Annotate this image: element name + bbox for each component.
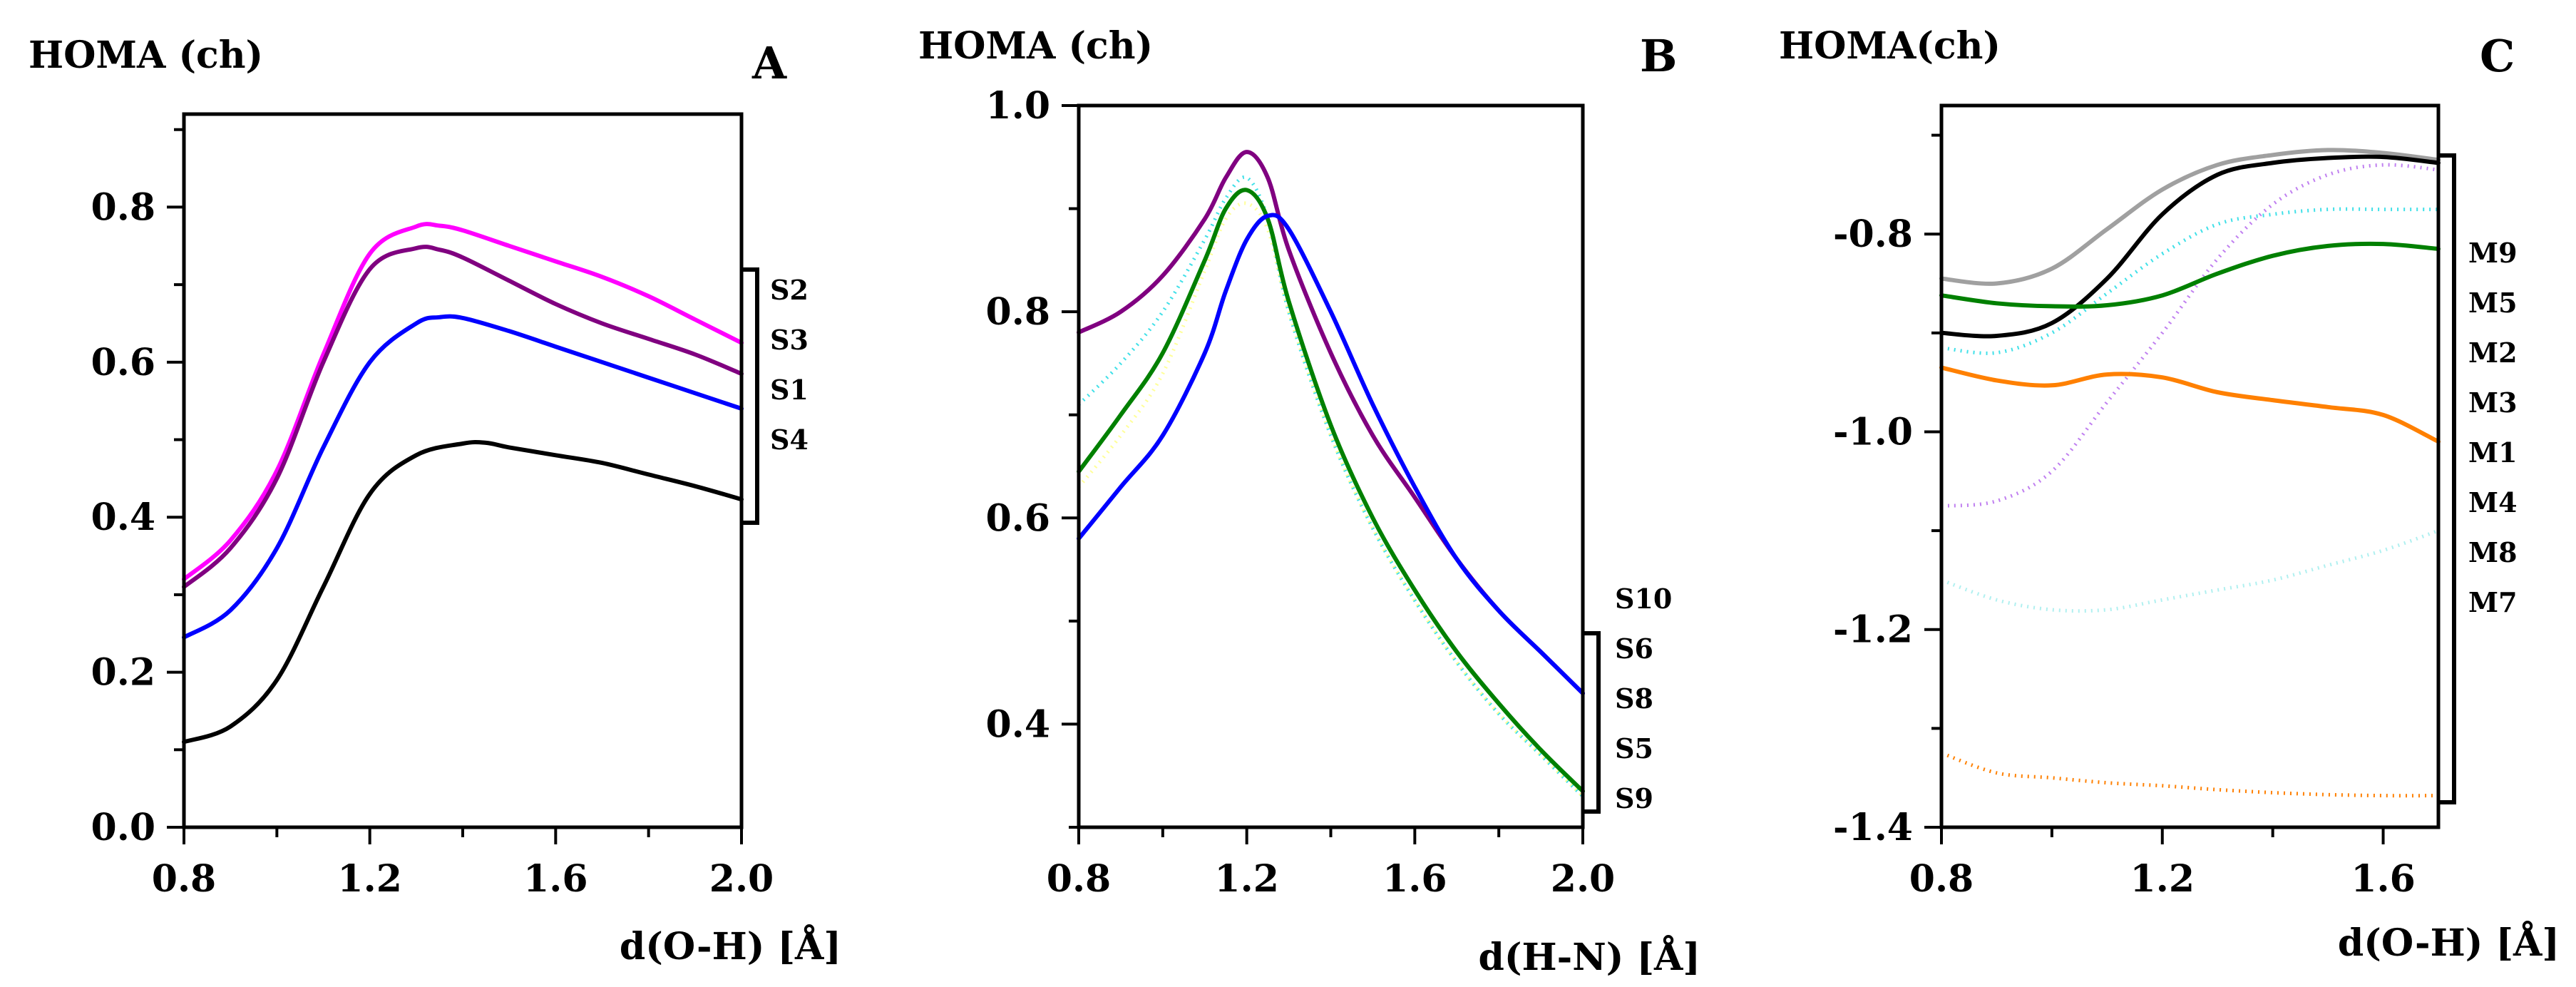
legend-label-s8: S8 — [1615, 682, 1653, 715]
legend-label-m7: M7 — [2468, 586, 2518, 618]
legend-label-m3: M3 — [2468, 387, 2518, 419]
y-tick-label: 0.2 — [91, 651, 155, 695]
x-tick-label: 0.8 — [152, 857, 216, 901]
series-line-m-lightcyan — [1941, 528, 2439, 613]
x-axis-title: d(H-N) [Å] — [1479, 935, 1700, 979]
x-tick-label: 1.6 — [1382, 857, 1447, 901]
y-axis-title: HOMA (ch) — [29, 34, 263, 77]
y-tick-label: -1.4 — [1833, 806, 1913, 849]
legend-label-m8: M8 — [2468, 536, 2518, 568]
legend-label-m9: M9 — [2468, 237, 2518, 269]
plot-frame — [1077, 103, 1585, 829]
series-line-s-green — [1077, 188, 1585, 794]
legend-bracket — [742, 267, 759, 525]
series-line-m-orange — [1939, 365, 2441, 444]
y-tick-label: 0.4 — [986, 702, 1050, 746]
legend-label-s1: S1 — [770, 374, 809, 406]
x-tick-label: 2.0 — [1551, 857, 1615, 901]
series-line-m-green — [1939, 241, 2441, 309]
x-tick-label: 0.8 — [1047, 857, 1111, 901]
x-tick-label: 1.6 — [2351, 857, 2415, 901]
x-tick-label: 0.8 — [1909, 857, 1974, 901]
y-tick-label: 1.0 — [986, 84, 1050, 128]
series-line-s1 — [182, 314, 744, 640]
legend-label-s5: S5 — [1615, 732, 1653, 764]
panel-b: 0.8 1.2 1.6 2.0 0.4 0.6 0.8 1.0 HOMA (ch) d(H-N) … — [918, 24, 1700, 979]
plot-frame — [182, 112, 744, 829]
y-axis-title: HOMA(ch) — [1779, 24, 2001, 68]
legend-label-s10: S10 — [1615, 583, 1672, 615]
series-line-m-gray — [1939, 148, 2441, 286]
legend-label-s6: S6 — [1615, 633, 1653, 665]
legend-label-s4: S4 — [770, 424, 809, 456]
series-line-s-yellow — [1077, 201, 1584, 798]
legend-label-m2: M2 — [2468, 337, 2518, 369]
legend-label-m4: M4 — [2468, 486, 2518, 518]
series-line-s2 — [182, 222, 744, 582]
x-tick-label: 1.6 — [523, 857, 587, 901]
series-line-s-blue — [1077, 213, 1585, 696]
plot-frame — [1939, 103, 2441, 829]
x-axis-title: d(O-H) [Å] — [2338, 921, 2560, 965]
x-tick-label: 1.2 — [1214, 857, 1278, 901]
series-line-m-black — [1939, 154, 2441, 339]
panel-letter: B — [1640, 30, 1677, 82]
legend-label-m5: M5 — [2468, 287, 2518, 319]
panel-letter: A — [751, 37, 787, 89]
y-tick-label: 0.6 — [986, 496, 1050, 540]
legend-label-m1: M1 — [2468, 436, 2518, 469]
y-tick-label: -1.2 — [1833, 608, 1913, 652]
panel-a: 0.8 1.2 1.6 2.0 0.0 0.2 0.4 0.6 0.8 HOMA (ch) d(O-… — [29, 34, 841, 968]
legend-label-s2: S2 — [770, 274, 809, 306]
legend-label-s9: S9 — [1615, 782, 1653, 814]
y-tick-label: 0.4 — [91, 496, 155, 539]
series-line-s4 — [182, 440, 744, 745]
x-tick-label: 2.0 — [709, 857, 774, 901]
x-tick-label: 1.2 — [2130, 857, 2195, 901]
y-tick-label: 0.8 — [986, 290, 1050, 334]
y-axis-title: HOMA (ch) — [918, 24, 1153, 68]
y-tick-label: -0.8 — [1833, 213, 1913, 256]
legend-label-s3: S3 — [770, 324, 809, 356]
panel-letter: C — [2480, 30, 2515, 82]
x-axis-title: d(O-H) [Å] — [620, 924, 841, 968]
y-tick-label: -1.0 — [1833, 410, 1913, 454]
y-tick-label: 0.8 — [91, 185, 155, 229]
y-tick-label: 0.6 — [91, 341, 155, 384]
series-line-m-orange-low — [1941, 751, 2439, 798]
legend-bracket — [2438, 153, 2456, 804]
panel-c: 0.8 1.2 1.6 -1.4 -1.2 -1.0 -0.8 HOMA(ch) d(O-H) … — [1779, 24, 2560, 965]
series-line-s-cyan — [1077, 175, 1584, 798]
series-line-s3 — [182, 245, 744, 589]
y-tick-label: 0.0 — [91, 806, 155, 849]
legend-bracket — [1583, 631, 1601, 814]
x-tick-label: 1.2 — [337, 857, 401, 901]
